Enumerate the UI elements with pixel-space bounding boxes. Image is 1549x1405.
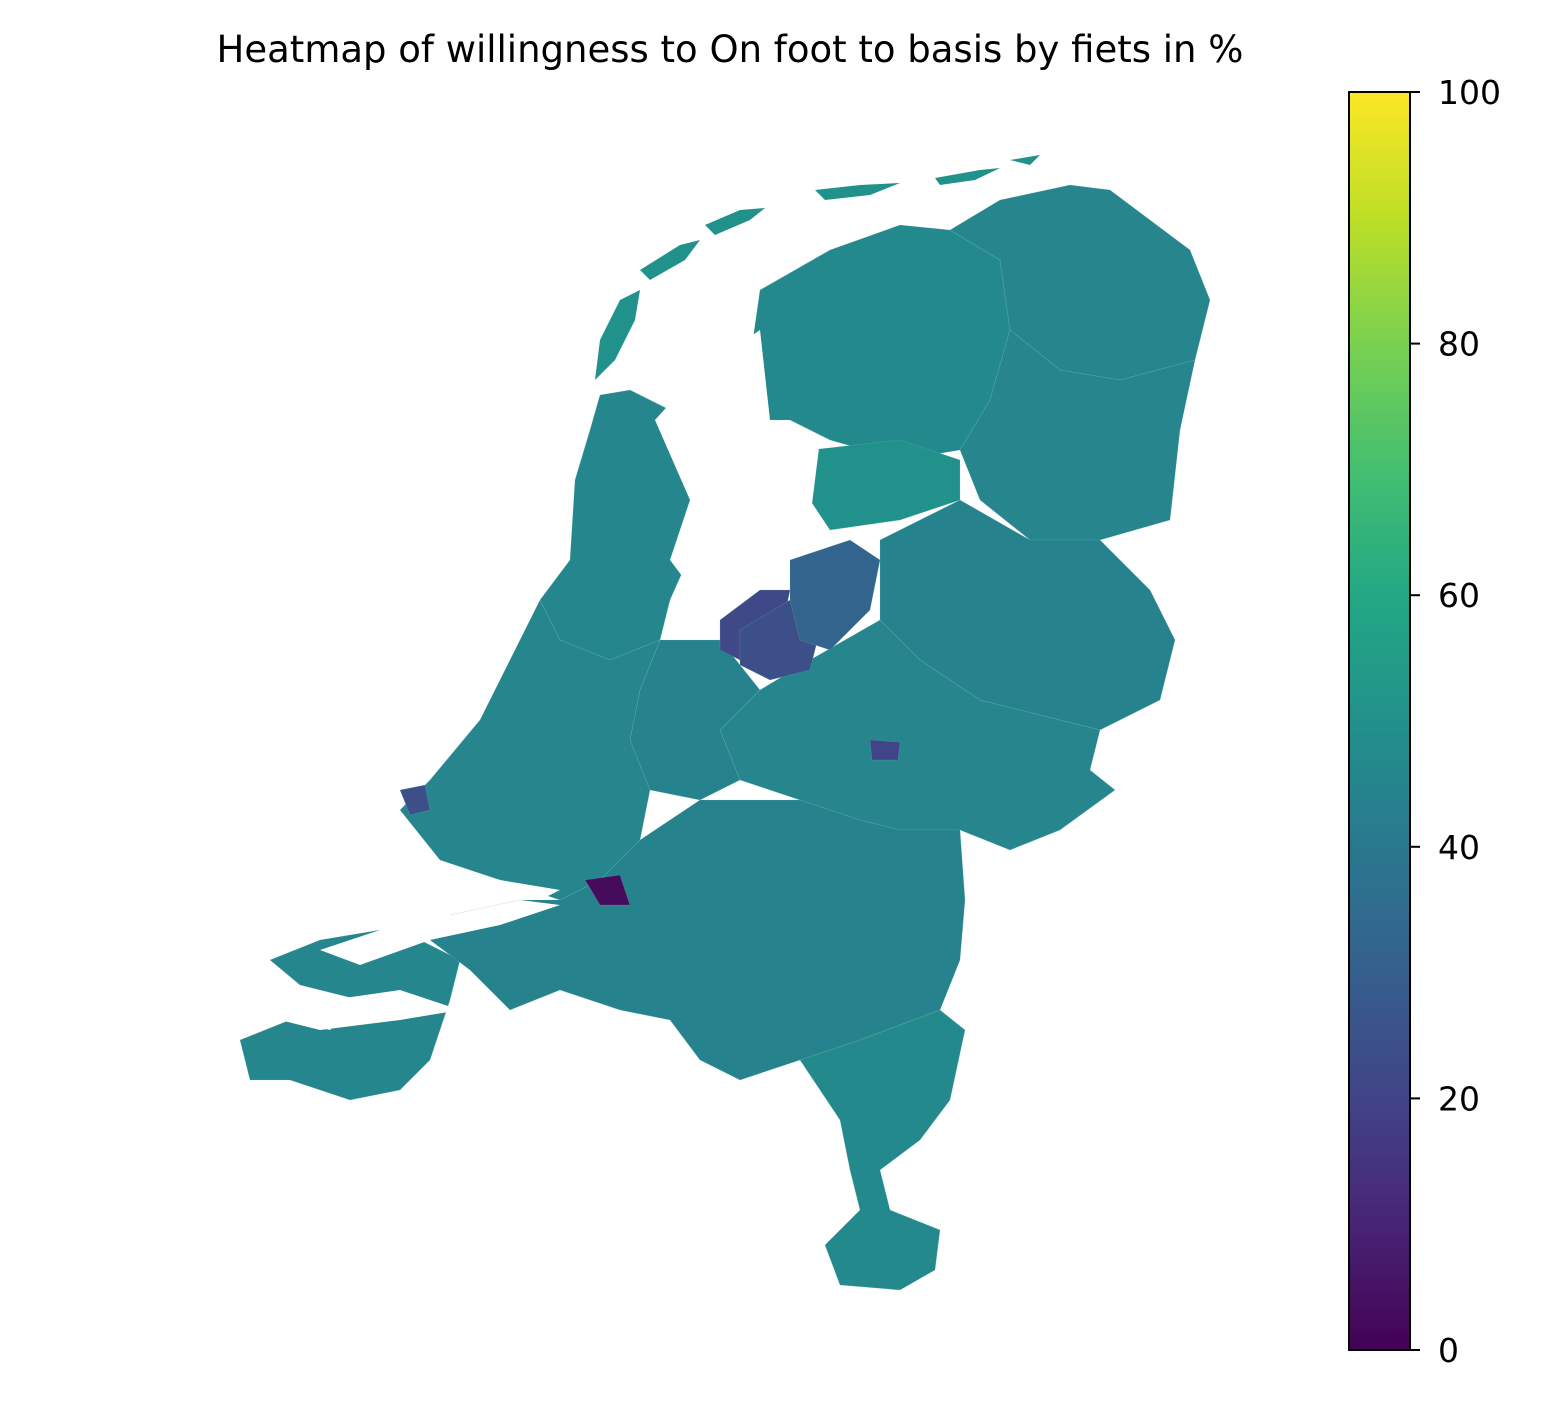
wadden-island bbox=[815, 183, 900, 200]
region-polygons bbox=[239, 184, 1211, 1291]
wadden-island bbox=[640, 240, 700, 280]
ijsselmeer bbox=[655, 330, 820, 600]
chart-title: Heatmap of willingness to On foot to bas… bbox=[216, 28, 1244, 71]
colorbar-gradient bbox=[1348, 91, 1411, 1351]
colorbar-ticks: 0 20 40 60 80 100 bbox=[1410, 73, 1501, 1370]
colorbar-tick-label: 0 bbox=[1438, 1331, 1459, 1370]
wadden-island bbox=[705, 208, 765, 235]
wadden-island bbox=[595, 290, 640, 380]
region-gelderland bbox=[719, 619, 1116, 851]
region-biesbosch-area bbox=[584, 874, 631, 906]
colorbar-tick-label: 20 bbox=[1438, 1079, 1480, 1118]
colorbar-tick-label: 60 bbox=[1438, 576, 1480, 615]
colorbar-tick-label: 40 bbox=[1438, 828, 1480, 867]
region-apeldoorn-area bbox=[869, 739, 901, 761]
colorbar-tick-label: 80 bbox=[1438, 325, 1480, 364]
zeeland-channel-1 bbox=[320, 900, 560, 965]
water-bodies bbox=[260, 330, 820, 1030]
zeeland-channel-2 bbox=[260, 990, 460, 1030]
region-groningen bbox=[949, 184, 1211, 381]
wadden-islands bbox=[595, 155, 1040, 380]
waal-river bbox=[370, 860, 560, 900]
region-noordoostpolder bbox=[809, 439, 961, 531]
colorbar-tick-label: 100 bbox=[1438, 73, 1501, 112]
region-drenthe bbox=[959, 329, 1196, 541]
region-limburg bbox=[799, 1009, 966, 1291]
wadden-island bbox=[935, 168, 1000, 185]
wadden-island bbox=[1010, 155, 1040, 165]
region-flevoland-east bbox=[789, 539, 881, 651]
region-maasvlakte bbox=[399, 784, 431, 816]
